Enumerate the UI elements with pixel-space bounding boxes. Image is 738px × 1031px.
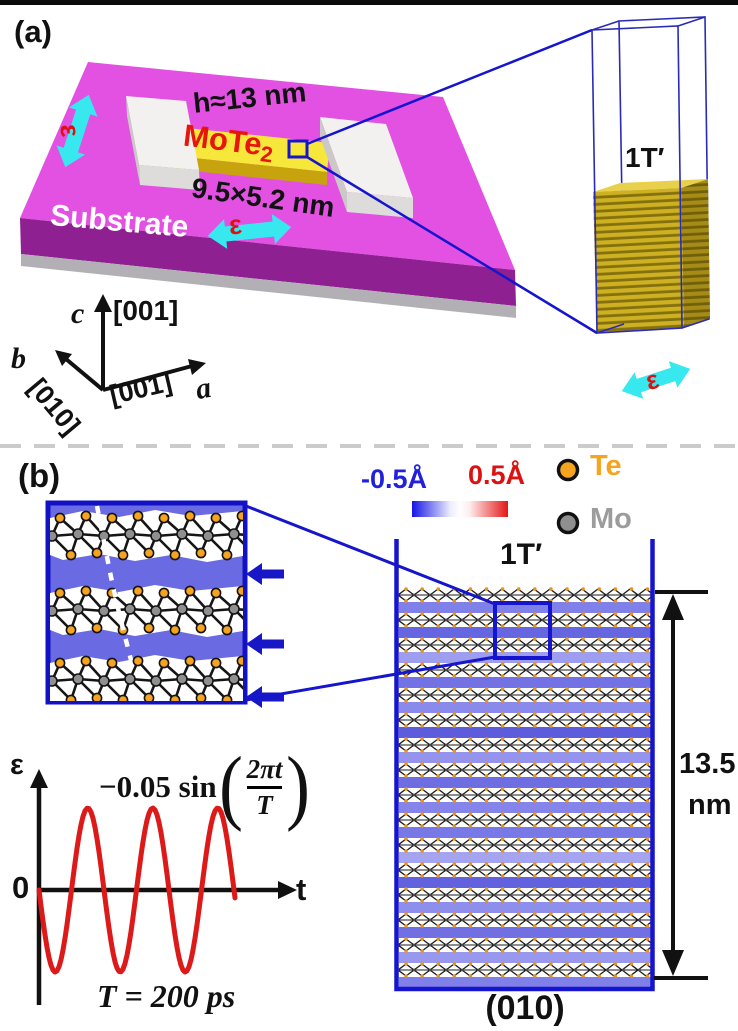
measure-arrowhead-up: [662, 594, 684, 620]
inset-atomic-layers: [50, 510, 243, 701]
md-simulation-panel: [30, 458, 708, 1005]
zoom-connector-bottom-b: [245, 655, 496, 702]
period-label: T = 200 ps: [97, 978, 236, 1014]
zoom-connector-bottom-a: [306, 155, 598, 335]
slab-border: [394, 539, 655, 992]
axis-c-letter: c: [71, 297, 85, 330]
strain-arrow-box-icon: [621, 361, 691, 399]
colorbar-max-label: 0.5Å: [468, 460, 526, 490]
electrode-left: [126, 96, 200, 190]
substrate-base: [21, 254, 516, 318]
zoom-connector-top-a: [306, 28, 593, 146]
legend-mo-label: Mo: [590, 503, 632, 535]
x-axis-arrowhead: [278, 881, 297, 899]
plane-label: (010): [485, 989, 565, 1027]
te-atom-icon: [556, 458, 580, 482]
strain-arrow-left-icon: [56, 94, 98, 168]
zoom-connector-top-b: [245, 504, 496, 606]
thickness-measure-lines: [654, 590, 708, 980]
mo-atom-icon: [556, 511, 580, 535]
plot-x-label: t: [296, 872, 307, 907]
strain-formula: −0.05 sin ( 2πt T ): [99, 745, 312, 829]
channel-top-face: [165, 126, 330, 172]
channel-front-face: [165, 155, 327, 185]
strain-symbol-bottom: ε: [227, 209, 244, 241]
substrate-front-face: [20, 218, 516, 306]
axis-c-index: [001]: [113, 295, 179, 326]
strain-arrow-bottom-icon: [207, 214, 292, 249]
formula-paren-close: ): [286, 740, 311, 833]
fraction-bar: [246, 786, 283, 789]
strain-sine-curve: [36, 805, 238, 975]
formula-prefix: −0.05 sin: [99, 769, 217, 804]
formula-fraction: 2πt T: [246, 753, 283, 820]
axis-b-letter: b: [11, 342, 26, 375]
y-axis-arrowhead: [30, 769, 48, 788]
measure-arrowhead-down: [662, 950, 684, 976]
thickness-value: 13.5: [679, 748, 736, 780]
simulation-box-front-edges: [591, 25, 710, 334]
axis-c-arrowhead: [94, 294, 112, 312]
legend-te-label: Te: [590, 450, 622, 482]
crystal-axes: [64, 310, 193, 392]
plot-origin-label: 0: [12, 870, 30, 905]
strain-symbol-left: ε: [54, 122, 86, 139]
compression-arrows: [246, 563, 284, 708]
inset-content: [50, 505, 243, 701]
formula-paren-open: (: [218, 740, 243, 833]
axis-a-arrowhead: [188, 359, 206, 375]
strain-plot: [30, 769, 297, 1005]
panel-b-label: (b): [18, 457, 61, 494]
figure-top-border: [0, 0, 738, 5]
phase-label-b: 1T′: [500, 538, 543, 571]
phase-label-a: 1T′: [625, 142, 665, 173]
atomistic-slab: [593, 179, 710, 333]
axis-b-arrowhead: [55, 350, 72, 366]
slab-atomic-layers: [398, 587, 651, 988]
panel-a-label: (a): [14, 14, 52, 49]
thickness-unit: nm: [688, 789, 732, 821]
zoom-marker-square-b: [493, 601, 552, 660]
zoom-marker-square-a: [287, 139, 309, 159]
formula-denominator: T: [256, 790, 273, 820]
plot-y-label: ε: [10, 749, 24, 781]
displacement-colorbar: [412, 501, 508, 517]
stacking-fault-dashed-line: [94, 505, 134, 661]
colorbar-min-label: -0.5Å: [361, 464, 428, 494]
device-schematic: [20, 16, 710, 399]
formula-numerator: 2πt: [246, 753, 283, 784]
